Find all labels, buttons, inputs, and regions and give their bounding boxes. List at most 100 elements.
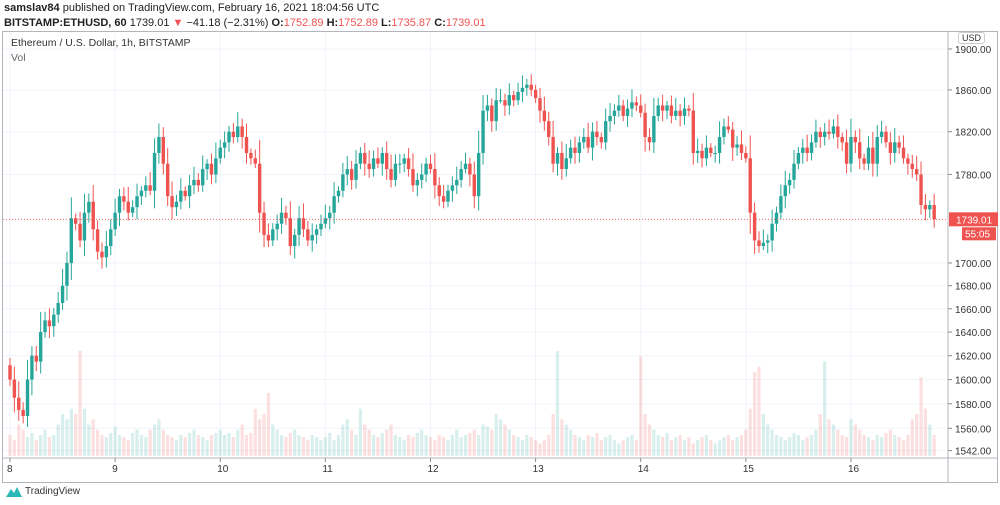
volume-bar — [433, 440, 437, 456]
candle-body — [95, 229, 100, 252]
candle-body — [82, 212, 87, 241]
volume-bar — [34, 440, 38, 456]
candle-body — [424, 163, 428, 175]
volume-bar — [906, 435, 910, 456]
countdown-label: 55:05 — [965, 229, 990, 240]
candle-body — [384, 152, 389, 170]
volume-bar — [402, 440, 406, 456]
candle-body — [196, 179, 201, 186]
volume-bar — [459, 437, 463, 456]
candle-body — [704, 147, 709, 159]
candle-body — [639, 105, 643, 113]
volume-bar — [722, 437, 726, 456]
candle-body — [271, 229, 275, 241]
candle-body — [126, 201, 130, 213]
volume-bar — [748, 408, 752, 456]
volume-bar — [91, 419, 95, 456]
candle-body — [402, 158, 406, 164]
candle-body — [222, 142, 227, 148]
candle-body — [512, 95, 516, 101]
volume-bar — [336, 435, 341, 456]
volume-bar — [783, 440, 787, 456]
candle-body — [498, 100, 503, 102]
volume-bar — [814, 429, 818, 456]
x-tick-label: 8 — [7, 464, 13, 475]
volume-bar — [12, 440, 16, 456]
volume-bar — [69, 408, 73, 456]
brand-name: TradingView — [25, 486, 81, 497]
volume-bar — [144, 437, 148, 456]
candle-body — [674, 110, 678, 116]
volume-bar — [43, 429, 47, 456]
volume-bar — [503, 424, 507, 456]
candle-body — [354, 163, 358, 180]
volume-bar — [547, 435, 551, 456]
username[interactable]: samslav84 — [4, 2, 60, 14]
candle-body — [349, 169, 354, 180]
volume-bar — [468, 432, 472, 456]
candle-body — [608, 115, 612, 122]
candle-body — [603, 121, 608, 143]
candle-body — [47, 320, 52, 327]
volume-bar — [757, 366, 761, 456]
tradingview-logo[interactable]: TradingView — [6, 486, 80, 497]
candle-body — [144, 185, 148, 191]
candle-body — [30, 355, 34, 380]
candle-body — [529, 84, 533, 90]
candle-body — [862, 158, 866, 164]
candle-body — [766, 240, 770, 243]
candle-body — [420, 174, 424, 180]
volume-bar — [880, 437, 884, 456]
candle-body — [367, 163, 371, 170]
volume-bar — [910, 419, 914, 456]
y-tick-label: 1820.00 — [955, 128, 992, 139]
volume-bar — [87, 424, 91, 456]
volume-bar — [774, 435, 779, 456]
volume-bar — [183, 437, 187, 456]
candle-body — [113, 212, 117, 230]
volume-bar — [411, 437, 415, 456]
candle-body — [665, 105, 669, 111]
volume-bar — [844, 437, 849, 456]
chart-frame[interactable] — [2, 31, 998, 483]
volume-bar — [792, 432, 796, 456]
volume-bar — [424, 435, 428, 456]
candle-body — [380, 152, 384, 164]
volume-bar — [840, 435, 844, 456]
candle-body — [726, 126, 731, 130]
candle-body — [157, 137, 161, 153]
y-tick-label: 1680.00 — [955, 282, 992, 293]
volume-bar — [661, 437, 665, 456]
volume-bar — [350, 429, 354, 456]
ticker-line: BITSTAMP:ETHUSD, 60 1739.01 ▼ −41.18 (−2… — [4, 17, 486, 30]
volume-bar — [249, 432, 253, 456]
volume-bar — [678, 435, 682, 456]
volume-bar — [301, 437, 306, 456]
volume-bar — [385, 429, 389, 456]
x-tick-label: 12 — [427, 464, 439, 475]
candle-body — [682, 108, 687, 116]
candle-body — [748, 158, 752, 213]
volume-bar — [932, 435, 936, 456]
volume-bar — [275, 429, 279, 456]
volume-bar — [306, 440, 310, 456]
candle-body — [161, 137, 165, 164]
volume-bar — [516, 437, 520, 456]
candle-body — [301, 218, 306, 230]
volume-bar — [174, 440, 179, 456]
currency-button[interactable]: USD — [958, 32, 986, 44]
candle-body — [170, 196, 174, 208]
candle-body — [582, 137, 586, 143]
volume-bar — [529, 437, 533, 456]
candle-body — [38, 332, 43, 362]
volume-bar — [477, 435, 481, 456]
volume-bar — [849, 419, 853, 456]
volume-bar — [586, 435, 590, 456]
y-tick-label: 1542.00 — [955, 447, 992, 458]
volume-bar — [884, 432, 888, 456]
candle-body — [516, 91, 520, 101]
candle-body — [844, 142, 849, 164]
candle-body — [901, 147, 906, 159]
candle-body — [78, 223, 82, 241]
